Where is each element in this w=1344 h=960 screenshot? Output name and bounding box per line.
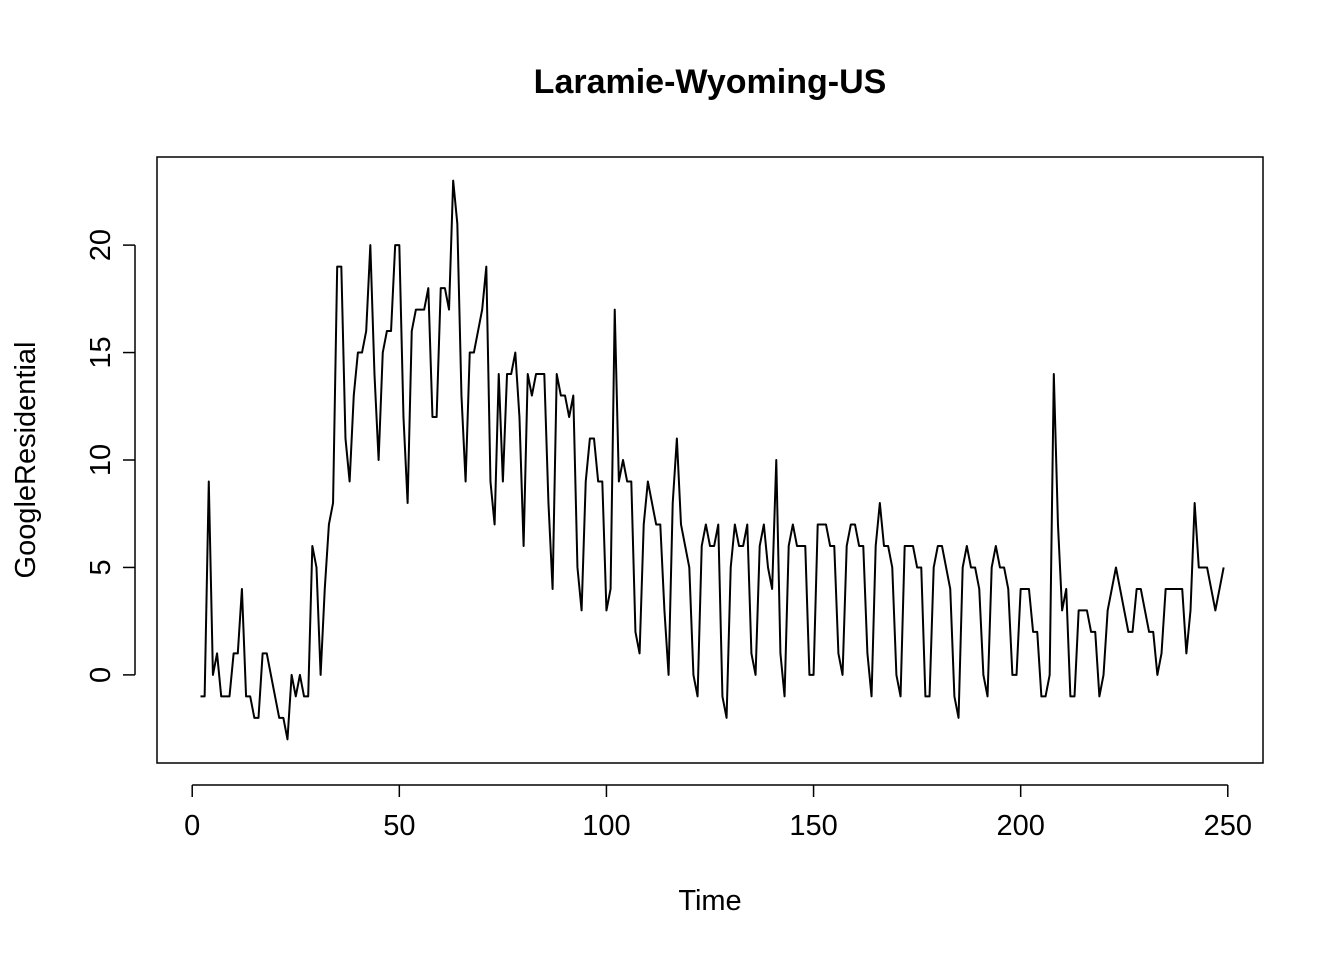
- y-tick-label: 0: [85, 667, 117, 683]
- x-axis: 0 50 100 150 200 250: [184, 784, 1252, 842]
- series-line: [200, 179, 1225, 741]
- chart-title: Laramie-Wyoming-US: [534, 63, 887, 101]
- y-tick-label: 15: [85, 336, 117, 368]
- x-axis-label: Time: [678, 885, 741, 917]
- x-tick-label: 0: [184, 810, 200, 842]
- y-axis-label: GoogleResidential: [10, 342, 42, 579]
- x-tick-label: 250: [1204, 810, 1252, 842]
- x-tick-label: 200: [996, 810, 1044, 842]
- plot-frame: [156, 156, 1264, 764]
- x-tick-label: 150: [789, 810, 837, 842]
- series-group: [200, 179, 1225, 741]
- y-tick-label: 5: [85, 559, 117, 575]
- y-tick-label: 20: [85, 229, 117, 261]
- x-tick-label: 50: [383, 810, 415, 842]
- x-tick-label: 100: [582, 810, 630, 842]
- y-tick-label: 10: [85, 444, 117, 476]
- y-axis: 0 5 10 15 20: [85, 229, 136, 683]
